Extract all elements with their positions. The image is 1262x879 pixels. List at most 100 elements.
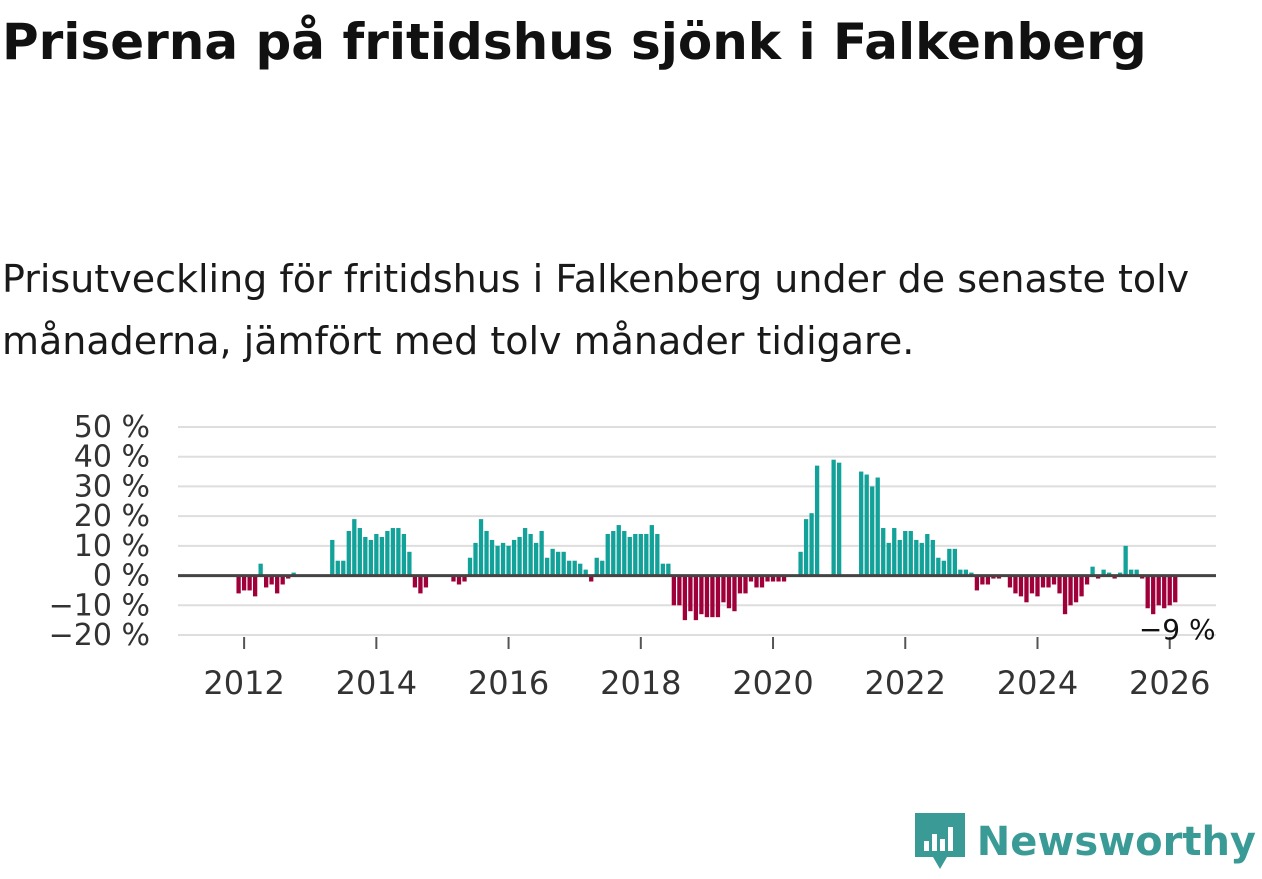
bar (881, 528, 886, 576)
bar (985, 575, 991, 585)
bar (544, 557, 550, 576)
bar (1046, 575, 1051, 588)
y-tick-label: 30 % (74, 469, 150, 504)
bars (236, 459, 1178, 621)
bar (341, 560, 346, 576)
bar (264, 575, 269, 588)
bar (478, 519, 484, 576)
bar (930, 539, 935, 576)
annotations: −9 % (1139, 613, 1216, 646)
bar (1134, 569, 1139, 576)
bar (737, 575, 743, 594)
bar (407, 551, 412, 576)
x-tick-label: 2012 (203, 664, 284, 700)
bar (396, 528, 401, 576)
bar (1062, 575, 1068, 615)
bar (903, 531, 908, 576)
bar (936, 557, 941, 576)
y-tick-label: 50 % (74, 410, 150, 445)
bar (1040, 575, 1046, 588)
bar (495, 545, 500, 576)
bar (1167, 575, 1172, 606)
bar (660, 563, 665, 576)
bar (600, 560, 605, 576)
bar (633, 533, 638, 576)
brand-name: Newsworthy (976, 819, 1256, 865)
bar (1073, 575, 1079, 603)
bar (1090, 566, 1095, 576)
bar (269, 575, 274, 585)
bar (875, 477, 880, 576)
bar (352, 519, 357, 576)
bar (958, 569, 963, 576)
bar (859, 471, 864, 576)
x-tick-label: 2014 (336, 664, 417, 700)
bar (765, 575, 770, 582)
bar (947, 548, 952, 576)
y-tick-label: −20 % (49, 618, 150, 653)
x-tick-label: 2016 (468, 664, 549, 700)
bar (941, 560, 946, 576)
bar (649, 525, 654, 576)
bar (627, 536, 632, 576)
bar (247, 575, 252, 591)
bar (589, 575, 594, 582)
brand-logo: Newsworthy (914, 813, 1256, 871)
bar (666, 563, 671, 576)
bar (1156, 575, 1161, 606)
bar (506, 545, 511, 576)
bar-chart: 50 %40 %30 %20 %10 %0 %−10 %−20 % 2012 20… (49, 410, 1216, 700)
y-tick-label: 40 % (74, 440, 150, 475)
bar (776, 575, 781, 582)
bar (1013, 575, 1018, 594)
bar (1051, 575, 1057, 585)
bar (892, 528, 897, 576)
bar (473, 542, 478, 576)
bar (836, 462, 842, 576)
x-tick-label: 2018 (600, 664, 681, 700)
bar (688, 575, 693, 612)
bar (1129, 569, 1134, 576)
bar (759, 575, 765, 588)
bar (897, 539, 902, 576)
bar (1024, 575, 1029, 603)
bar (275, 575, 280, 594)
bar (748, 575, 754, 582)
bar (677, 575, 682, 606)
bar (1123, 545, 1128, 576)
bar (401, 533, 407, 576)
bar (462, 575, 467, 582)
bar (831, 459, 836, 576)
bar (1018, 575, 1024, 597)
bar (721, 575, 726, 603)
bar (671, 575, 677, 606)
bar (357, 528, 362, 576)
bar (583, 569, 588, 576)
bar (803, 519, 809, 576)
bar (743, 575, 748, 594)
bar (556, 551, 561, 576)
bar (1057, 575, 1062, 594)
bar (511, 539, 517, 576)
bar (572, 560, 577, 576)
bar (374, 533, 379, 576)
bar (236, 575, 241, 594)
bar (533, 542, 539, 576)
x-tick-label: 2024 (997, 664, 1078, 700)
bar (1068, 575, 1073, 606)
bar (561, 551, 566, 576)
bar (1101, 569, 1106, 576)
bar (754, 575, 759, 588)
bar (726, 575, 732, 609)
bar (710, 575, 715, 618)
bar (363, 536, 368, 576)
bar (1173, 575, 1178, 603)
bar (528, 533, 533, 576)
bar (974, 575, 980, 591)
bar (594, 557, 599, 576)
y-axis-labels: 50 %40 %30 %20 %10 %0 %−10 %−20 % (49, 410, 150, 653)
bar (451, 575, 456, 582)
bar (952, 548, 957, 576)
bar (550, 548, 555, 576)
bar (770, 575, 776, 582)
